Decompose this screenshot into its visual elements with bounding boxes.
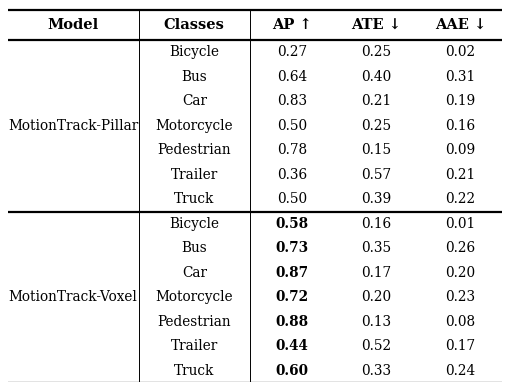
Text: 0.16: 0.16: [444, 119, 474, 133]
Text: 0.21: 0.21: [360, 94, 390, 108]
Text: 0.60: 0.60: [275, 364, 308, 378]
Text: 0.58: 0.58: [275, 217, 308, 231]
Text: 0.33: 0.33: [360, 364, 390, 378]
Text: 0.16: 0.16: [360, 217, 390, 231]
Text: Bicycle: Bicycle: [169, 217, 219, 231]
Text: 0.50: 0.50: [276, 119, 306, 133]
Text: 0.25: 0.25: [360, 119, 390, 133]
Text: 0.17: 0.17: [360, 266, 390, 280]
Text: MotionTrack-Voxel: MotionTrack-Voxel: [9, 290, 137, 304]
Text: 0.23: 0.23: [444, 290, 474, 304]
Text: Model: Model: [47, 18, 99, 32]
Text: Car: Car: [181, 266, 207, 280]
Text: 0.26: 0.26: [444, 241, 474, 255]
Text: 0.87: 0.87: [275, 266, 308, 280]
Text: ATE ↓: ATE ↓: [350, 18, 401, 32]
Text: 0.88: 0.88: [275, 315, 308, 329]
Text: 0.15: 0.15: [360, 143, 390, 157]
Text: Truck: Truck: [174, 192, 214, 206]
Text: 0.22: 0.22: [444, 192, 474, 206]
Text: Pedestrian: Pedestrian: [157, 315, 231, 329]
Text: AP ↑: AP ↑: [272, 18, 311, 32]
Text: 0.72: 0.72: [275, 290, 308, 304]
Text: 0.01: 0.01: [444, 217, 474, 231]
Text: 0.19: 0.19: [444, 94, 474, 108]
Text: 0.57: 0.57: [360, 168, 390, 182]
Text: 0.09: 0.09: [444, 143, 474, 157]
Text: Bicycle: Bicycle: [169, 45, 219, 59]
Text: MotionTrack-Pillar: MotionTrack-Pillar: [8, 119, 138, 133]
Text: 0.08: 0.08: [444, 315, 474, 329]
Text: 0.13: 0.13: [360, 315, 390, 329]
Text: 0.64: 0.64: [276, 70, 306, 84]
Text: 0.20: 0.20: [360, 290, 390, 304]
Text: 0.20: 0.20: [444, 266, 474, 280]
Text: 0.27: 0.27: [276, 45, 306, 59]
Text: 0.44: 0.44: [275, 339, 308, 353]
Text: AAE ↓: AAE ↓: [434, 18, 485, 32]
Text: Car: Car: [181, 94, 207, 108]
Text: Motorcycle: Motorcycle: [155, 290, 233, 304]
Text: Bus: Bus: [181, 241, 207, 255]
Text: 0.17: 0.17: [444, 339, 474, 353]
Text: Classes: Classes: [163, 18, 224, 32]
Text: 0.21: 0.21: [444, 168, 474, 182]
Text: 0.73: 0.73: [275, 241, 308, 255]
Text: 0.31: 0.31: [444, 70, 474, 84]
Text: 0.36: 0.36: [276, 168, 306, 182]
Text: 0.24: 0.24: [444, 364, 474, 378]
Text: Truck: Truck: [174, 364, 214, 378]
Text: 0.50: 0.50: [276, 192, 306, 206]
Text: 0.25: 0.25: [360, 45, 390, 59]
Text: 0.39: 0.39: [360, 192, 390, 206]
Text: Trailer: Trailer: [171, 339, 217, 353]
Text: Motorcycle: Motorcycle: [155, 119, 233, 133]
Text: 0.78: 0.78: [276, 143, 306, 157]
Text: 0.83: 0.83: [276, 94, 306, 108]
Text: 0.40: 0.40: [360, 70, 390, 84]
Text: Trailer: Trailer: [171, 168, 217, 182]
Text: Pedestrian: Pedestrian: [157, 143, 231, 157]
Text: Bus: Bus: [181, 70, 207, 84]
Text: 0.02: 0.02: [444, 45, 474, 59]
Text: 0.52: 0.52: [360, 339, 390, 353]
Text: 0.35: 0.35: [360, 241, 390, 255]
